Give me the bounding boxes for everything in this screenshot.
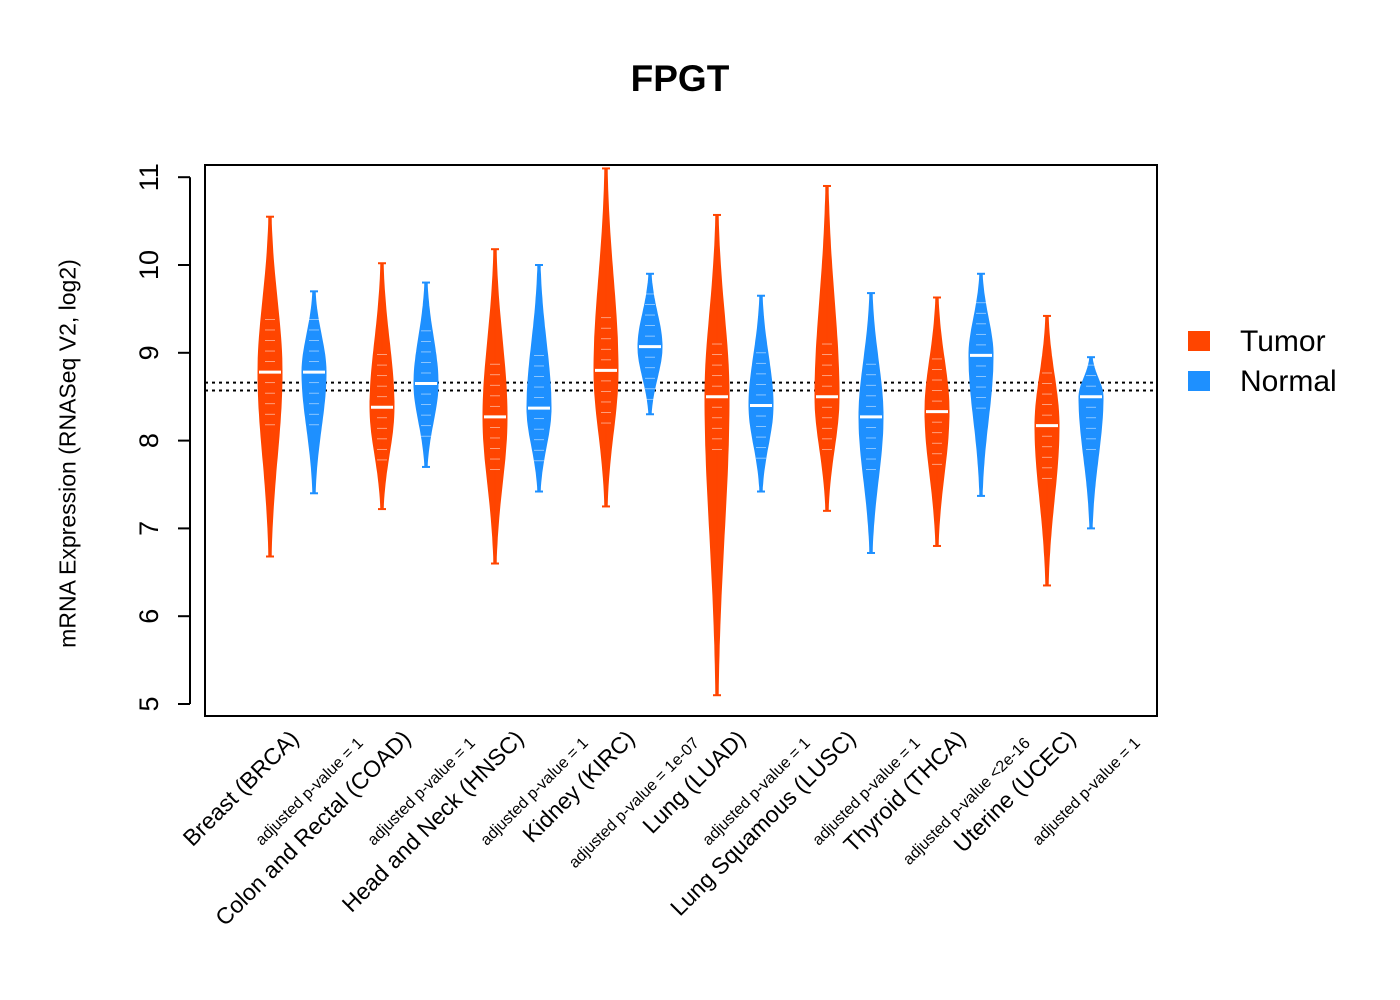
legend: Tumor Normal [1188, 325, 1337, 398]
violin-normal-5 [858, 292, 884, 554]
y-axis: 5 6 7 8 9 10 11 [134, 163, 191, 712]
reference-lines [205, 381, 1157, 392]
legend-label-normal: Normal [1240, 365, 1337, 398]
y-tick-label-8: 8 [134, 433, 164, 448]
legend-swatch-tumor [1188, 331, 1210, 351]
y-tick-label-10: 10 [134, 250, 164, 280]
y-tick-label-7: 7 [134, 521, 164, 536]
plot-frame [204, 164, 1158, 717]
violins [257, 167, 1104, 697]
violin-normal-6 [968, 272, 994, 497]
violin-normal-4 [748, 294, 774, 493]
violin-tumor-6 [924, 296, 950, 547]
violin-tumor-2 [482, 248, 508, 565]
legend-label-tumor: Tumor [1240, 325, 1326, 358]
violin-tumor-7 [1034, 314, 1060, 587]
y-tick-label-11: 11 [134, 163, 164, 191]
y-tick-label-9: 9 [134, 345, 164, 360]
violin-normal-2 [526, 264, 552, 493]
violin-tumor-0 [257, 215, 283, 558]
chart-title: FPGT [630, 58, 730, 99]
y-tick-label-6: 6 [134, 609, 164, 624]
legend-swatch-normal [1188, 371, 1210, 391]
x-tick-label-0: Breast (BRCA) [178, 725, 304, 851]
violin-tumor-3 [593, 167, 619, 508]
violin-normal-0 [301, 290, 327, 495]
violin-tumor-4 [704, 213, 730, 697]
violin-normal-7 [1078, 356, 1104, 530]
violin-normal-3 [637, 272, 663, 416]
y-tick-label-5: 5 [134, 696, 164, 711]
violin-tumor-1 [369, 262, 395, 511]
violin-tumor-5 [814, 184, 840, 512]
violin-normal-1 [413, 281, 439, 468]
